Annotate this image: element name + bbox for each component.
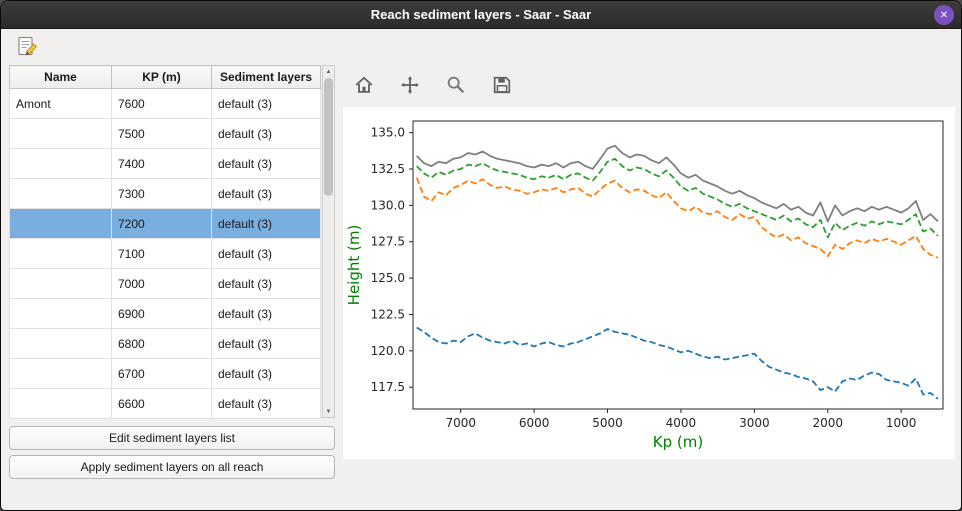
- table-row[interactable]: 7400 default (3): [9, 148, 321, 179]
- cell-name[interactable]: [9, 268, 112, 299]
- svg-text:117.5: 117.5: [371, 380, 405, 394]
- cell-name[interactable]: [9, 358, 112, 389]
- left-panel: Name KP (m) Sediment layers Amont 7600 def…: [9, 65, 335, 510]
- cell-layers[interactable]: default (3): [211, 358, 321, 389]
- svg-text:3000: 3000: [739, 416, 770, 430]
- save-button[interactable]: [489, 72, 515, 98]
- table-row[interactable]: 6600 default (3): [9, 388, 321, 419]
- sediment-table: Name KP (m) Sediment layers Amont 7600 def…: [9, 65, 321, 419]
- cell-kp[interactable]: 6800: [111, 328, 212, 359]
- cell-kp[interactable]: 6600: [111, 388, 212, 419]
- cell-kp[interactable]: 7600: [111, 88, 212, 119]
- apply-sediment-layers-button[interactable]: Apply sediment layers on all reach: [9, 455, 335, 479]
- table-row[interactable]: 6800 default (3): [9, 328, 321, 359]
- pan-button[interactable]: [397, 72, 423, 98]
- cell-name[interactable]: [9, 118, 112, 149]
- svg-text:120.0: 120.0: [371, 344, 405, 358]
- cell-layers[interactable]: default (3): [211, 238, 321, 269]
- cell-name[interactable]: [9, 238, 112, 269]
- right-panel: 7000 6000 5000 4000 3000 2000 1000 117.5 120.0 12…: [343, 65, 955, 510]
- plot-figure[interactable]: 7000 6000 5000 4000 3000 2000 1000 117.5 120.0 12…: [343, 107, 955, 459]
- scrollbar-thumb[interactable]: [324, 78, 333, 196]
- cell-name[interactable]: [9, 298, 112, 329]
- svg-text:122.5: 122.5: [371, 307, 405, 321]
- cell-kp[interactable]: 7400: [111, 148, 212, 179]
- svg-text:125.0: 125.0: [371, 271, 405, 285]
- cell-kp[interactable]: 7500: [111, 118, 212, 149]
- cell-layers[interactable]: default (3): [211, 118, 321, 149]
- cell-layers[interactable]: default (3): [211, 88, 321, 119]
- move-icon: [401, 76, 419, 94]
- cell-kp[interactable]: 7000: [111, 268, 212, 299]
- svg-text:135.0: 135.0: [371, 126, 405, 140]
- titlebar: Reach sediment layers - Saar - Saar ✕: [1, 1, 961, 29]
- cell-kp[interactable]: 7100: [111, 238, 212, 269]
- cell-kp[interactable]: 7200: [111, 208, 212, 239]
- scroll-up-arrow-icon[interactable]: ▲: [325, 68, 332, 75]
- column-header-name[interactable]: Name: [9, 65, 112, 89]
- close-icon: ✕: [939, 9, 949, 21]
- cell-layers[interactable]: default (3): [211, 208, 321, 239]
- table-row[interactable]: 6900 default (3): [9, 298, 321, 329]
- edit-layers-toolbar-button[interactable]: [13, 32, 41, 63]
- cell-layers[interactable]: default (3): [211, 328, 321, 359]
- sediment-table-body: Amont 7600 default (3) 7500 default (3) 7400 d…: [9, 88, 321, 419]
- svg-text:132.5: 132.5: [371, 162, 405, 176]
- svg-text:5000: 5000: [592, 416, 623, 430]
- close-button[interactable]: ✕: [934, 5, 954, 25]
- home-icon: [355, 76, 373, 93]
- table-row[interactable]: 7300 default (3): [9, 178, 321, 209]
- app-body: Name KP (m) Sediment layers Amont 7600 def…: [1, 29, 961, 510]
- svg-text:6000: 6000: [519, 416, 550, 430]
- column-header-layers[interactable]: Sediment layers: [211, 65, 321, 89]
- svg-text:2000: 2000: [812, 416, 843, 430]
- main-content: Name KP (m) Sediment layers Amont 7600 def…: [1, 65, 961, 510]
- cell-layers[interactable]: default (3): [211, 388, 321, 419]
- magnifier-icon: [447, 76, 465, 94]
- cell-kp[interactable]: 6700: [111, 358, 212, 389]
- table-wrap: Name KP (m) Sediment layers Amont 7600 def…: [9, 65, 335, 419]
- svg-text:Height (m): Height (m): [345, 225, 363, 306]
- plot-toolbar: [343, 65, 955, 107]
- cell-name[interactable]: [9, 328, 112, 359]
- cell-kp[interactable]: 7300: [111, 178, 212, 209]
- table-row[interactable]: 7000 default (3): [9, 268, 321, 299]
- home-button[interactable]: [351, 72, 377, 98]
- zoom-button[interactable]: [443, 72, 469, 98]
- cell-layers[interactable]: default (3): [211, 268, 321, 299]
- scroll-down-arrow-icon[interactable]: ▼: [325, 408, 332, 415]
- save-icon: [493, 76, 511, 94]
- edit-note-icon: [18, 36, 37, 55]
- edit-sediment-layers-button[interactable]: Edit sediment layers list: [9, 426, 335, 450]
- cell-kp[interactable]: 6900: [111, 298, 212, 329]
- svg-text:4000: 4000: [666, 416, 697, 430]
- table-row[interactable]: 7100 default (3): [9, 238, 321, 269]
- column-header-kp[interactable]: KP (m): [111, 65, 212, 89]
- cell-layers[interactable]: default (3): [211, 178, 321, 209]
- cell-layers[interactable]: default (3): [211, 148, 321, 179]
- table-row[interactable]: 7500 default (3): [9, 118, 321, 149]
- table-row[interactable]: Amont 7600 default (3): [9, 88, 321, 119]
- table-row[interactable]: 6700 default (3): [9, 358, 321, 389]
- cell-layers[interactable]: default (3): [211, 298, 321, 329]
- svg-text:130.0: 130.0: [371, 198, 405, 212]
- cell-name[interactable]: [9, 208, 112, 239]
- svg-text:1000: 1000: [886, 416, 917, 430]
- window-title: Reach sediment layers - Saar - Saar: [370, 7, 592, 22]
- reach-profile-chart[interactable]: 7000 6000 5000 4000 3000 2000 1000 117.5 120.0 12…: [343, 107, 955, 459]
- table-row[interactable]: 7200 default (3): [9, 208, 321, 239]
- cell-name[interactable]: Amont: [9, 88, 112, 119]
- table-header-row: Name KP (m) Sediment layers: [9, 65, 321, 89]
- cell-name[interactable]: [9, 148, 112, 179]
- app-toolbar: [1, 29, 961, 65]
- svg-text:127.5: 127.5: [371, 235, 405, 249]
- cell-name[interactable]: [9, 178, 112, 209]
- cell-name[interactable]: [9, 388, 112, 419]
- svg-text:7000: 7000: [445, 416, 476, 430]
- table-scrollbar[interactable]: ▲ ▼: [322, 65, 335, 418]
- svg-text:Kp (m): Kp (m): [653, 433, 703, 451]
